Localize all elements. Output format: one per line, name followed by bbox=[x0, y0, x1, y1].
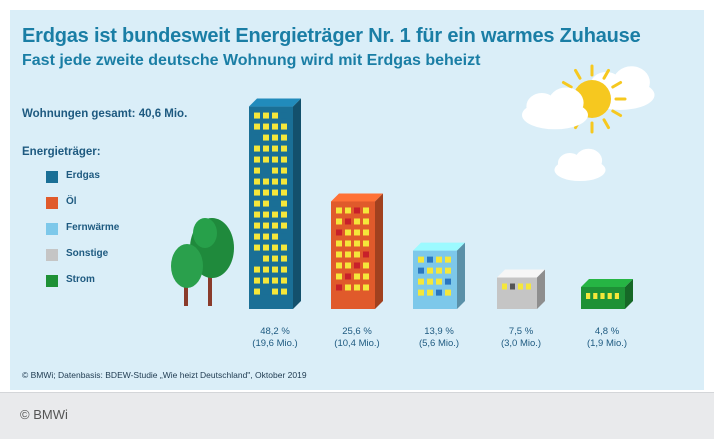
legend-item-strom: Strom bbox=[38, 269, 158, 295]
scenery bbox=[171, 64, 655, 306]
chart-title: Erdgas ist bundesweit Energieträger Nr. … bbox=[22, 25, 641, 47]
value-label-abs: (5,6 Mio.) bbox=[419, 338, 459, 349]
legend-item-oel: Öl bbox=[38, 191, 158, 217]
value-label-pct: 25,6 % bbox=[342, 326, 372, 337]
legend-item-erdgas: Erdgas bbox=[38, 165, 158, 191]
value-label-abs: (19,6 Mio.) bbox=[252, 338, 297, 349]
value-label-abs: (1,9 Mio.) bbox=[587, 338, 627, 349]
value-label-pct: 4,8 % bbox=[595, 326, 620, 337]
legend-label: Erdgas bbox=[66, 170, 100, 181]
legend-label: Fernwärme bbox=[66, 222, 120, 233]
bar-building-erdgas bbox=[249, 98, 301, 309]
value-label-pct: 48,2 % bbox=[260, 326, 290, 337]
value-label-abs: (10,4 Mio.) bbox=[334, 338, 379, 349]
value-label-pct: 7,5 % bbox=[509, 326, 534, 337]
legend-swatch bbox=[46, 275, 58, 287]
bar-building-öl bbox=[331, 193, 383, 309]
footer-copyright: © BMWi bbox=[20, 407, 68, 422]
legend: Erdgas Öl Fernwärme Sonstige Strom bbox=[38, 165, 158, 295]
bar-building-sonstige bbox=[497, 269, 545, 309]
legend-title: Energieträger: bbox=[22, 146, 101, 158]
chart-subtitle: Fast jede zweite deutsche Wohnung wird m… bbox=[22, 52, 481, 69]
source-note: © BMWi; Datenbasis: BDEW-Studie „Wie hei… bbox=[22, 370, 307, 380]
legend-label: Öl bbox=[66, 196, 77, 207]
legend-label: Sonstige bbox=[66, 248, 109, 259]
legend-swatch bbox=[46, 171, 58, 183]
bar-building-strom bbox=[581, 279, 633, 309]
value-labels: 48,2 %(19,6 Mio.) 25,6 %(10,4 Mio.) 13,9 %… bbox=[252, 326, 627, 349]
cloud-icon bbox=[522, 87, 588, 130]
legend-item-sonstige: Sonstige bbox=[38, 243, 158, 269]
bars bbox=[249, 98, 633, 309]
legend-swatch bbox=[46, 249, 58, 261]
chart-svg: 48,2 %(19,6 Mio.) 25,6 %(10,4 Mio.) 13,9 %… bbox=[171, 64, 655, 349]
bar-building-fernwärme bbox=[413, 242, 465, 309]
legend-swatch bbox=[46, 197, 58, 209]
legend-swatch bbox=[46, 223, 58, 235]
cloud-icon bbox=[554, 148, 606, 182]
value-label-abs: (3,0 Mio.) bbox=[501, 338, 541, 349]
total-dwellings: Wohnungen gesamt: 40,6 Mio. bbox=[22, 108, 188, 120]
legend-item-fernwaerme: Fernwärme bbox=[38, 217, 158, 243]
value-label-pct: 13,9 % bbox=[424, 326, 454, 337]
legend-label: Strom bbox=[66, 274, 95, 285]
footer-bar: © BMWi bbox=[0, 392, 714, 439]
trees-icon bbox=[171, 218, 234, 306]
